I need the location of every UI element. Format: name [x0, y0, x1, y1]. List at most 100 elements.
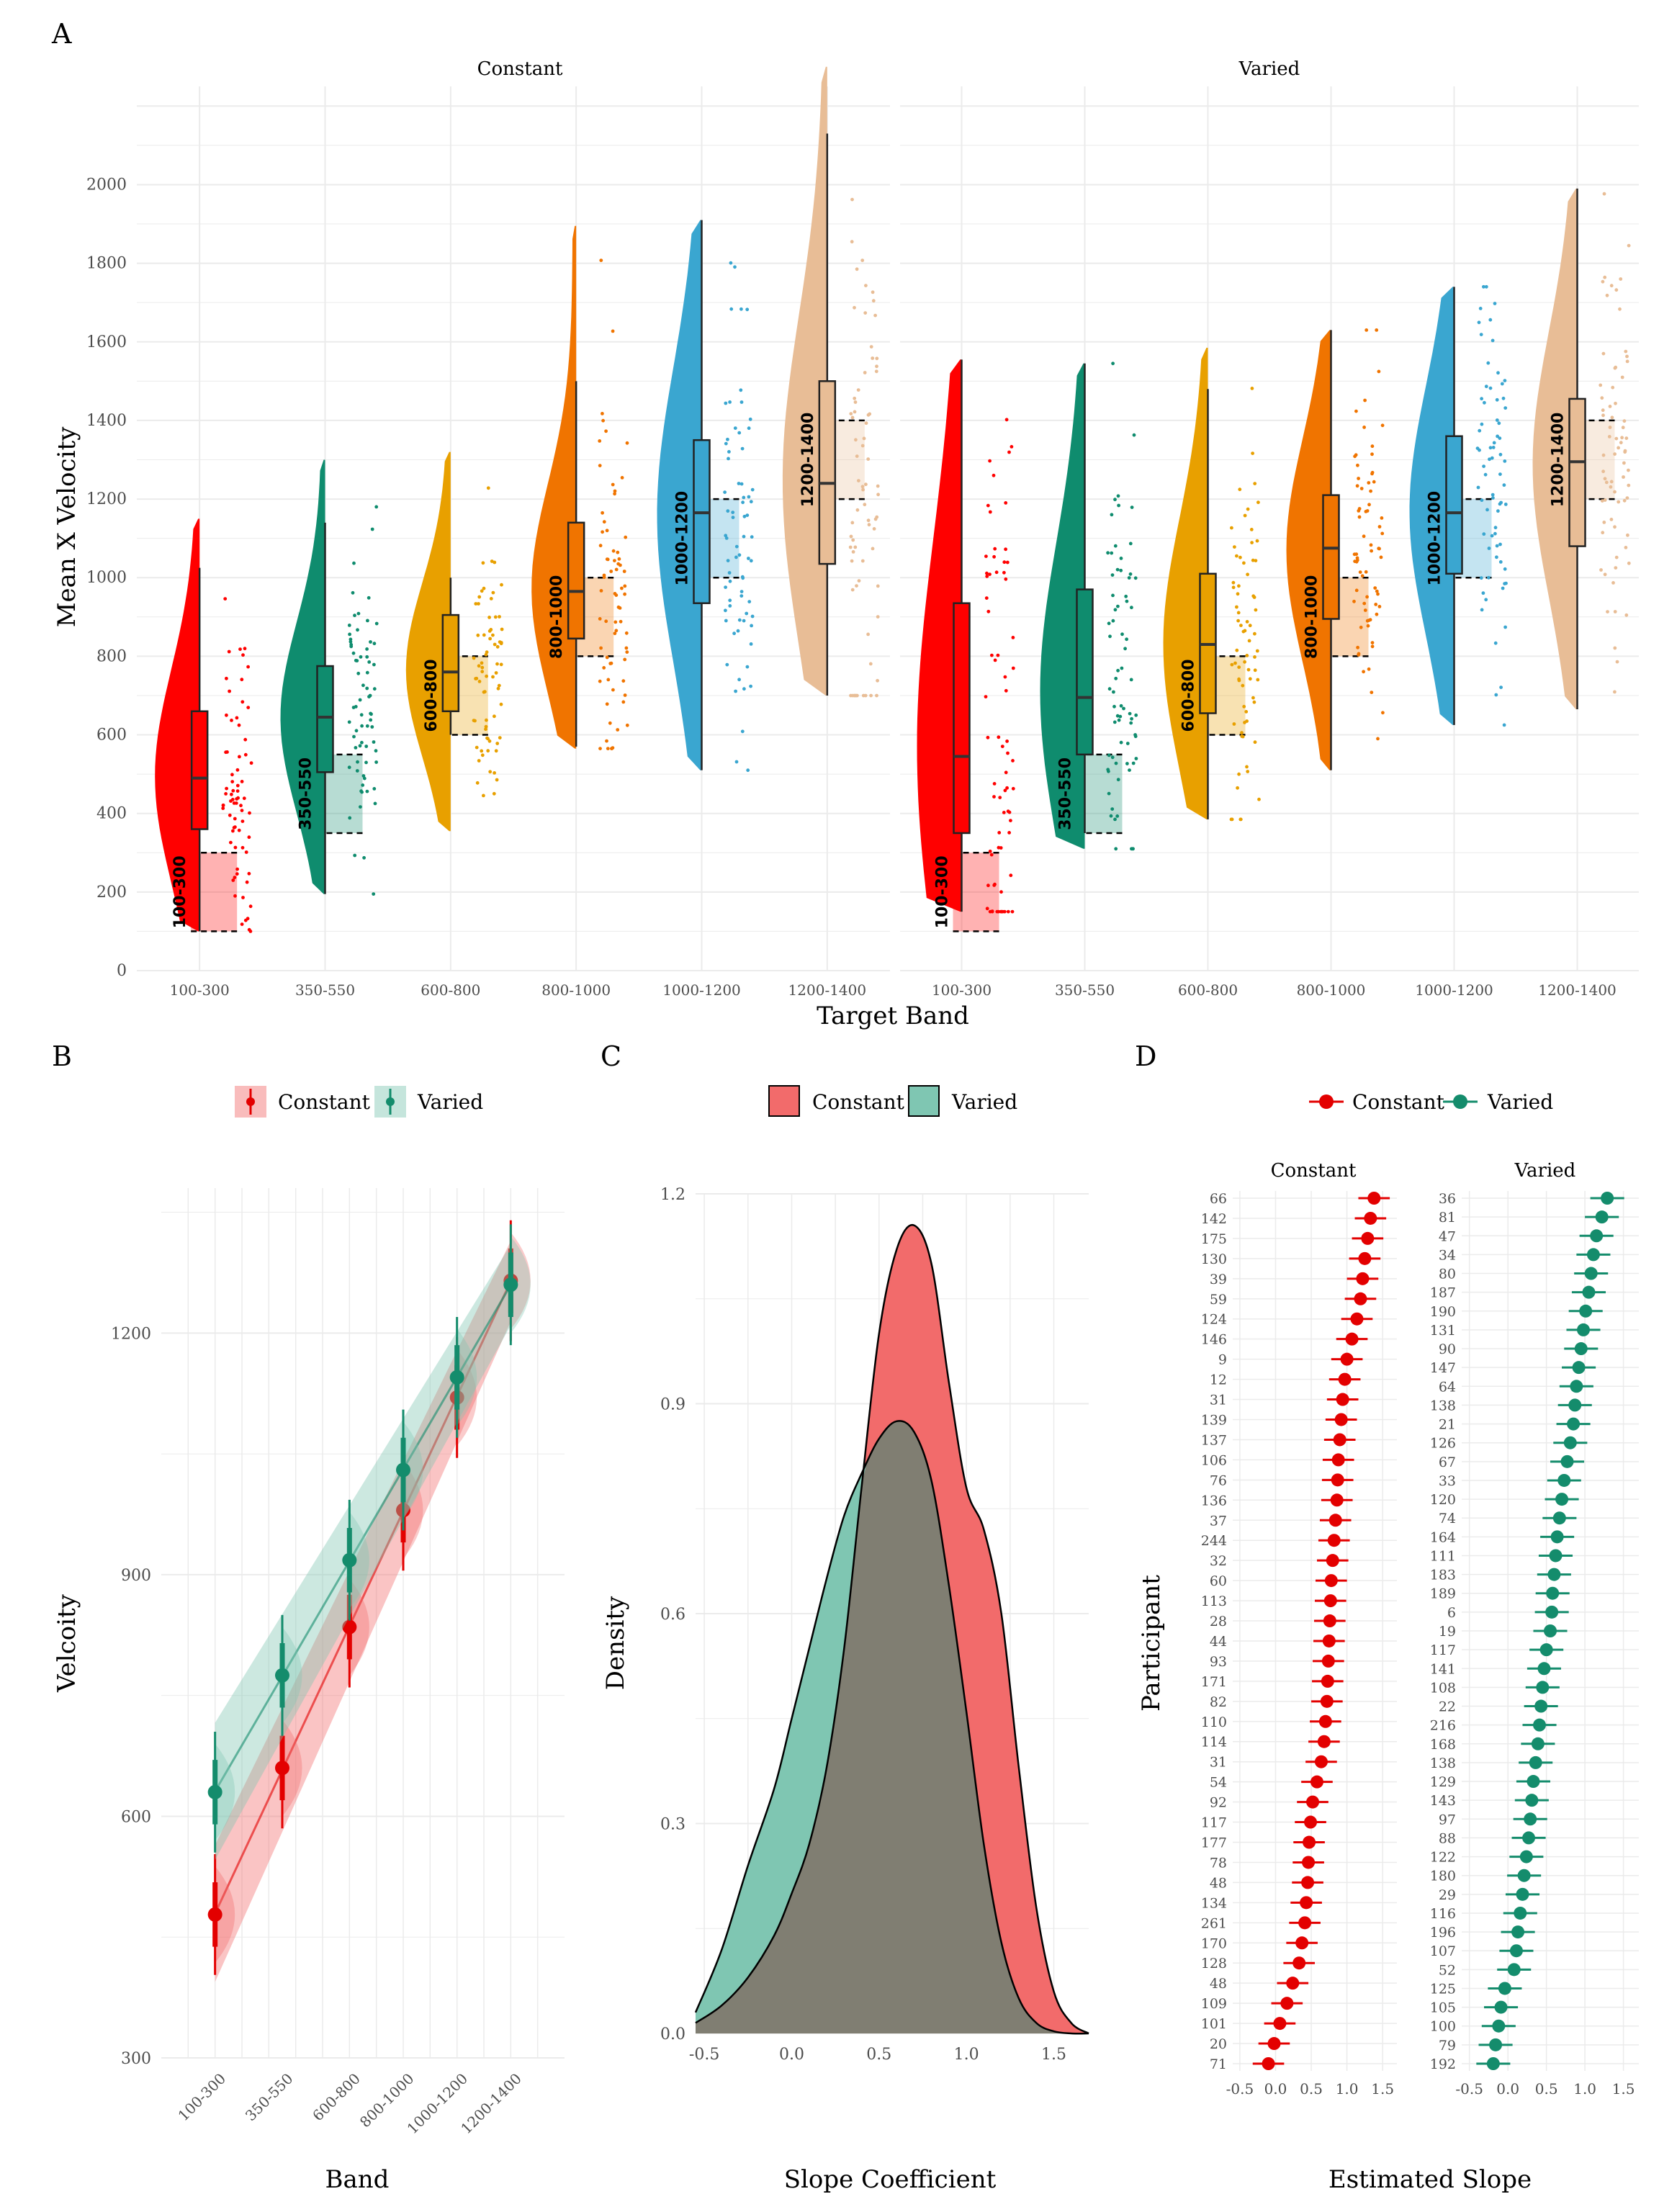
data-point [873, 313, 877, 318]
data-point [1357, 509, 1361, 513]
slope-point [1358, 1251, 1372, 1265]
data-point [1237, 772, 1241, 776]
data-point [875, 515, 879, 519]
data-point [1614, 401, 1617, 405]
data-point [1609, 518, 1614, 521]
data-point [1366, 624, 1370, 628]
density-blob [403, 1421, 423, 1519]
data-point [1487, 575, 1491, 580]
data-point [1611, 385, 1615, 390]
data-point [605, 702, 609, 706]
data-point [1480, 422, 1484, 426]
data-point [613, 620, 618, 624]
participant-label: 101 [1201, 2016, 1227, 2032]
density-constant-outline [695, 1223, 1089, 2035]
data-point [741, 500, 745, 505]
data-point [1241, 683, 1245, 688]
participant-label: 130 [1201, 1251, 1227, 1267]
data-point [1132, 433, 1136, 437]
data-point [372, 892, 376, 896]
x-tick-label: 0.0 [1264, 2080, 1287, 2098]
data-point [1357, 652, 1361, 656]
data-point [860, 444, 865, 448]
data-point [1002, 570, 1006, 575]
data-point [853, 693, 856, 698]
data-point [1490, 456, 1494, 460]
y-tick-label: 1000 [86, 569, 127, 587]
box [953, 602, 971, 835]
data-point [1603, 498, 1607, 502]
density-blob [349, 1578, 369, 1676]
band-label: 600-800 [423, 659, 441, 732]
data-point [480, 749, 484, 753]
data-point [1107, 687, 1112, 691]
data-point [475, 781, 480, 785]
data-point [608, 721, 612, 725]
data-point [1247, 639, 1251, 643]
data-point [362, 776, 367, 781]
data-point [486, 486, 490, 490]
x-tick-label: 0.5 [1300, 2080, 1323, 2098]
data-point [1011, 759, 1015, 763]
data-point [1613, 490, 1617, 494]
data-point [1106, 768, 1110, 772]
x-tick-label: 1.5 [1041, 2046, 1066, 2064]
data-point [356, 611, 361, 616]
data-point [1248, 677, 1252, 681]
data-point [604, 619, 608, 624]
data-point [1478, 307, 1483, 310]
data-point [1503, 625, 1508, 629]
data-point [1133, 733, 1137, 737]
slope-point [1367, 1192, 1381, 1205]
data-point [850, 559, 854, 563]
data-point [246, 706, 251, 709]
data-point [1254, 559, 1258, 562]
data-point [1133, 576, 1138, 580]
data-point [493, 615, 498, 619]
slope-point [1364, 1211, 1377, 1225]
data-point [1360, 574, 1364, 578]
data-point [1619, 441, 1623, 445]
data-point [365, 686, 369, 691]
data-point [480, 670, 485, 674]
data-point [1249, 528, 1254, 531]
data-point [747, 426, 751, 431]
data-point [875, 356, 879, 361]
data-point [482, 586, 486, 590]
data-point [1368, 618, 1372, 622]
data-point [849, 534, 853, 539]
participant-label: 175 [1201, 1231, 1227, 1247]
data-point [1622, 461, 1626, 465]
data-point [1232, 722, 1236, 726]
data-point [992, 473, 996, 477]
data-point [1500, 382, 1504, 386]
data-point [1599, 383, 1603, 387]
slope-point [1524, 1812, 1537, 1826]
data-point [1375, 328, 1379, 332]
data-point [1484, 385, 1488, 389]
data-point [606, 678, 611, 682]
data-point [729, 307, 734, 311]
data-point [749, 500, 753, 504]
data-point [1250, 387, 1254, 390]
data-point [1235, 554, 1238, 558]
slope-point [1595, 1210, 1609, 1224]
data-point [988, 572, 992, 576]
data-point [749, 684, 752, 688]
data-point [233, 876, 237, 879]
data-point [739, 307, 743, 311]
data-point [1625, 354, 1629, 359]
participant-label: 134 [1201, 1895, 1227, 1911]
panel-b: Constant Varied 300 600 900 1200 100-300 350-… [53, 1086, 565, 2194]
data-point [372, 740, 376, 744]
data-point [616, 550, 620, 554]
data-point [614, 593, 619, 597]
data-point [1130, 606, 1133, 610]
data-point [1481, 591, 1485, 595]
data-point [225, 713, 228, 717]
data-point [740, 729, 745, 734]
data-point [485, 674, 488, 678]
participant-label: 129 [1430, 1774, 1456, 1790]
slope-point [1563, 1436, 1577, 1449]
data-point [1603, 572, 1607, 577]
